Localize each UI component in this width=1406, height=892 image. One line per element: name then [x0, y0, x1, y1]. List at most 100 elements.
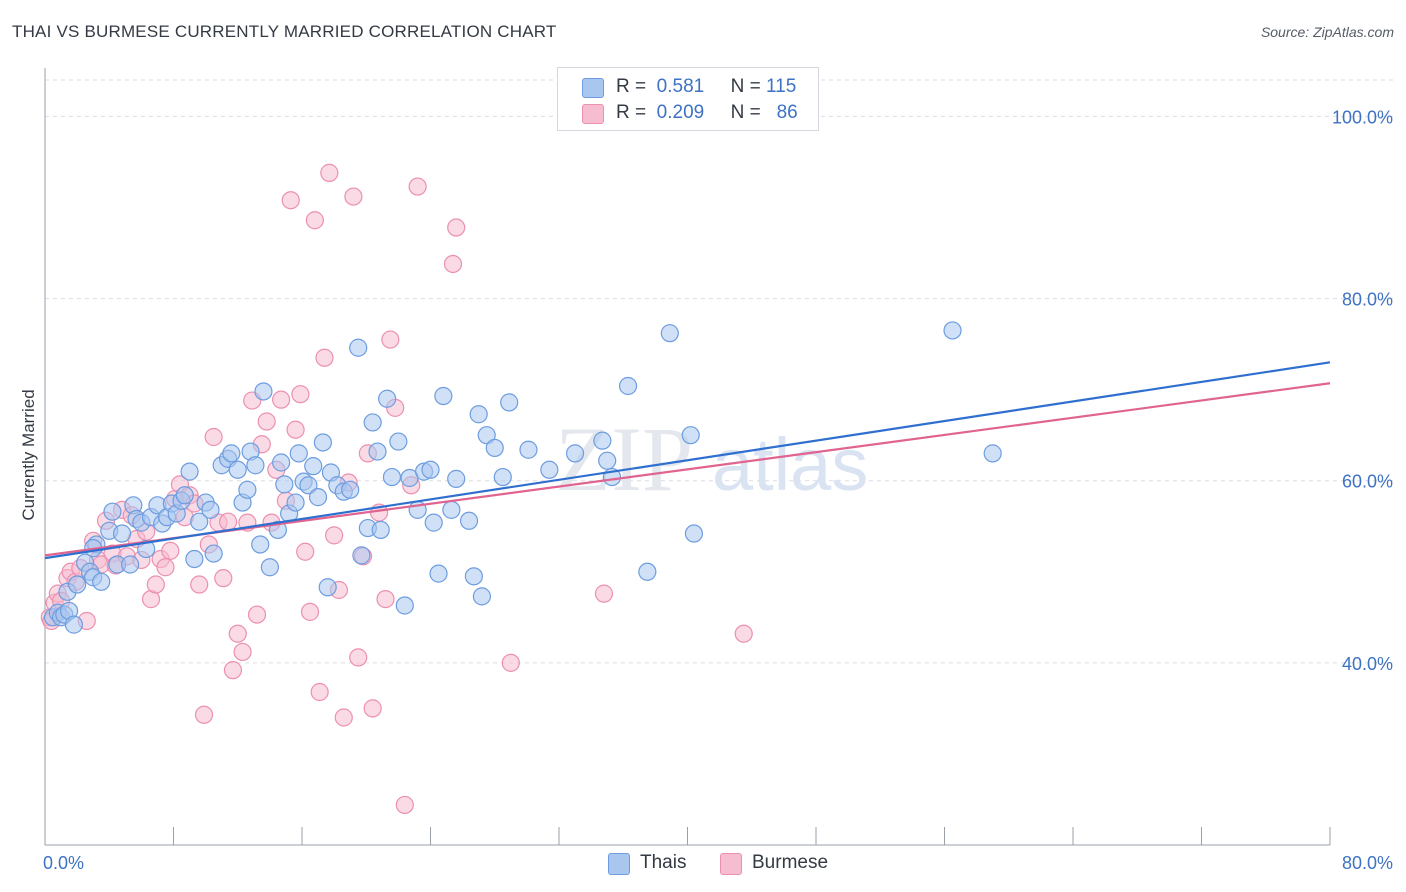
burmese-point: [381, 330, 400, 349]
thais-point: [593, 431, 612, 450]
tick-labels: 40.0% 60.0% 80.0% 100.0% 0.0% 80.0% Currently …: [19, 107, 1393, 873]
thais-point: [286, 493, 305, 512]
burmese-point: [447, 218, 466, 237]
burmese-point: [156, 558, 175, 577]
y-tick-label: 100.0%: [1332, 107, 1393, 127]
burmese-point: [310, 682, 329, 702]
burmese-point: [286, 420, 305, 439]
thais-r-value: 0.581: [656, 76, 705, 97]
burmese-point: [161, 541, 180, 560]
thais-point: [363, 413, 382, 432]
thais-point: [275, 475, 294, 494]
burmese-point: [291, 385, 310, 404]
thais-point: [246, 456, 265, 475]
burmese-point: [300, 602, 320, 621]
thais-point: [395, 596, 414, 615]
thais-point: [318, 578, 337, 597]
thais-point: [121, 555, 140, 574]
thais-point: [500, 393, 519, 412]
thais-point: [684, 524, 704, 543]
thais-point: [378, 389, 397, 408]
thais-point: [429, 564, 448, 583]
chart-title: THAI VS BURMESE CURRENTLY MARRIED CORREL…: [12, 22, 557, 41]
y-tick-label: 40.0%: [1342, 654, 1393, 674]
burmese-point: [501, 653, 520, 672]
thais-point: [238, 480, 257, 499]
burmese-point: [408, 177, 427, 196]
source-credit: Source: ZipAtlas.com: [1260, 24, 1394, 40]
thais-legend-label: Thais: [640, 852, 687, 873]
thais-point: [382, 467, 402, 487]
thais-point: [371, 520, 390, 539]
burmese-point: [296, 542, 315, 561]
thais-point: [180, 462, 199, 481]
thais-point: [175, 486, 194, 505]
burmese-point: [325, 526, 344, 545]
thais-point: [660, 324, 679, 343]
y-tick-label: 80.0%: [1342, 290, 1393, 310]
burmese-point: [204, 427, 223, 447]
thais-point: [618, 376, 638, 396]
thais-point: [681, 426, 700, 445]
burmese-point: [349, 648, 368, 667]
thais-swatch: [582, 78, 604, 98]
thais-point: [424, 513, 443, 532]
burmese-n-label: N =: [730, 102, 761, 123]
burmese-point: [228, 624, 247, 643]
y-tick-label: 60.0%: [1342, 472, 1393, 492]
burmese-point: [146, 575, 165, 594]
burmese-n-value: 86: [776, 102, 798, 123]
thais-point: [185, 549, 204, 569]
burmese-r-label: R =: [616, 102, 647, 123]
thais-point: [304, 457, 323, 476]
thais-r-label: R =: [616, 76, 647, 97]
burmese-point: [363, 699, 382, 718]
thais-point: [222, 444, 241, 463]
thais-point: [112, 524, 132, 543]
burmese-point: [344, 187, 363, 206]
thais-legend-swatch: [608, 853, 630, 875]
burmese-r-value: 0.209: [656, 102, 705, 123]
thais-point: [540, 460, 559, 479]
axes: [44, 68, 1331, 846]
burmese-point: [305, 211, 324, 230]
thais-point: [103, 502, 122, 521]
burmese-point: [272, 390, 291, 409]
burmese-point: [223, 661, 243, 680]
burmese-legend-swatch: [720, 853, 742, 875]
burmese-point: [443, 254, 463, 274]
thais-point: [260, 558, 279, 577]
thais-point: [68, 575, 87, 594]
thais-trend-line: [44, 361, 1331, 560]
thais-point: [368, 442, 387, 461]
burmese-point: [376, 590, 395, 609]
thais-point: [469, 405, 488, 424]
thais-point: [349, 338, 368, 357]
burmese-point: [233, 642, 252, 662]
x-tick-label-min: 0.0%: [43, 853, 84, 873]
thais-point: [983, 444, 1002, 463]
thais-point: [519, 440, 538, 459]
burmese-point: [214, 569, 233, 588]
thais-point: [943, 321, 962, 340]
burmese-point: [734, 624, 753, 643]
thais-point: [485, 438, 504, 458]
burmese-point: [257, 412, 276, 431]
thais-point: [228, 460, 247, 479]
thais-point: [204, 544, 223, 563]
thais-point: [472, 587, 491, 606]
burmese-trend-line: [44, 382, 1331, 557]
thais-point: [598, 451, 617, 470]
grid-lines: [45, 79, 1393, 664]
x-tick-label-max: 80.0%: [1342, 853, 1393, 873]
thais-point: [289, 444, 308, 463]
burmese-point: [194, 705, 214, 724]
correlation-legend: R = 0.581 N = 115 R = 0.209 N = 86: [557, 67, 819, 131]
thais-point: [389, 432, 408, 451]
thais-point: [92, 572, 111, 591]
thais-point: [493, 467, 512, 487]
burmese-point: [247, 605, 267, 624]
thais-point: [442, 500, 461, 519]
thais-point: [308, 488, 328, 507]
thais-point: [464, 567, 483, 586]
